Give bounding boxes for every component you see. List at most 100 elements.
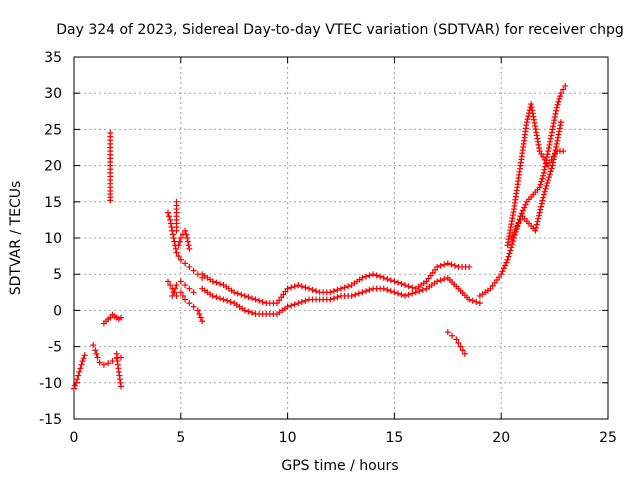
data-point xyxy=(169,292,176,299)
data-point-interp xyxy=(499,268,506,275)
data-point xyxy=(177,278,184,285)
data-point-interp xyxy=(547,138,554,145)
data-point-interp xyxy=(334,294,341,301)
data-point-interp xyxy=(441,276,448,283)
data-point-interp xyxy=(535,212,542,219)
data-point xyxy=(461,350,468,357)
data-point xyxy=(453,336,460,343)
data-point xyxy=(476,300,483,307)
data-point xyxy=(173,282,180,289)
data-point-interp xyxy=(74,376,81,383)
data-point xyxy=(391,278,398,285)
y-tick-label: 25 xyxy=(44,122,62,138)
data-point-interp xyxy=(334,286,341,293)
data-point-interp xyxy=(521,204,528,211)
data-point xyxy=(220,296,227,303)
data-point-interp xyxy=(377,273,384,280)
y-tick-label: 0 xyxy=(53,303,62,319)
data-point xyxy=(73,379,80,386)
data-point xyxy=(540,191,547,198)
data-point-interp xyxy=(227,298,234,305)
data-point-interp xyxy=(298,298,305,305)
data-point-interp xyxy=(172,245,179,252)
data-point xyxy=(370,271,377,278)
data-point-interp xyxy=(170,235,177,241)
data-point-interp xyxy=(224,297,231,304)
data-point-interp xyxy=(313,288,320,295)
data-point xyxy=(545,148,552,155)
data-point-interp xyxy=(78,361,85,368)
x-tick-label: 0 xyxy=(70,430,79,446)
y-tick-label: 30 xyxy=(44,86,62,102)
x-tick-label: 15 xyxy=(385,430,403,446)
data-point-interp xyxy=(507,247,514,254)
series-seg-early-rise xyxy=(71,352,88,392)
data-point-interp xyxy=(384,276,391,283)
data-point-interp xyxy=(544,151,551,158)
data-point-interp xyxy=(437,277,444,284)
data-point-interp xyxy=(539,175,546,182)
data-point-interp xyxy=(216,280,223,287)
data-point-interp xyxy=(551,113,558,120)
data-point xyxy=(540,169,547,176)
data-point xyxy=(549,162,556,169)
x-tick-label: 10 xyxy=(279,430,297,446)
data-point xyxy=(81,352,88,359)
data-point-interp xyxy=(508,244,515,251)
data-point-interp xyxy=(511,229,518,236)
data-point-interp xyxy=(170,289,177,296)
data-point xyxy=(190,303,197,310)
data-point-interp xyxy=(553,140,560,147)
data-point xyxy=(173,198,180,205)
data-point-interp xyxy=(550,123,557,130)
data-point-interp xyxy=(519,207,526,214)
data-point-interp xyxy=(551,150,558,157)
data-point-interp xyxy=(362,273,369,280)
data-point-interp xyxy=(409,284,416,291)
data-point-interp xyxy=(366,272,373,279)
data-point xyxy=(508,235,515,241)
data-point-interp xyxy=(554,137,561,144)
data-point-interp xyxy=(535,215,542,222)
series-seg-drop-2h xyxy=(113,350,124,390)
data-point-interp xyxy=(249,309,255,316)
data-point-interp xyxy=(176,238,183,245)
data-point-interp xyxy=(213,294,220,301)
data-point-interp xyxy=(330,288,337,295)
data-point xyxy=(231,289,238,296)
data-point-interp xyxy=(552,147,559,154)
data-point xyxy=(295,282,302,289)
data-point xyxy=(434,263,441,270)
data-point-interp xyxy=(553,107,560,114)
data-point-interp xyxy=(302,297,309,304)
data-point-interp xyxy=(554,134,561,141)
data-point xyxy=(380,285,387,292)
data-point-interp xyxy=(525,113,532,120)
y-tick-label: 15 xyxy=(44,195,62,211)
data-point-interp xyxy=(291,283,298,290)
data-point-interp xyxy=(80,355,87,362)
data-point-interp xyxy=(538,200,545,207)
data-point-interp xyxy=(514,223,521,230)
data-point-interp xyxy=(362,288,369,295)
axis-ticks xyxy=(73,56,609,420)
data-point-interp xyxy=(506,250,513,257)
y-tick-label: 10 xyxy=(44,231,62,247)
data-point-interp xyxy=(510,238,517,245)
data-point-interp xyxy=(309,286,316,293)
data-point-interp xyxy=(554,101,561,108)
data-point-interp xyxy=(542,163,549,170)
data-point-interp xyxy=(405,291,412,298)
data-point-interp xyxy=(539,197,546,204)
data-point-interp xyxy=(505,253,512,260)
data-point-interp xyxy=(509,241,516,248)
data-point-interp xyxy=(469,297,476,304)
data-point xyxy=(515,220,522,227)
data-point-interp xyxy=(538,178,545,185)
data-point xyxy=(523,119,530,126)
series-seg-arc-5-6h xyxy=(169,278,197,299)
data-point-interp xyxy=(441,261,448,268)
data-point xyxy=(327,289,334,296)
data-point xyxy=(194,307,201,314)
data-point-interp xyxy=(234,290,241,297)
